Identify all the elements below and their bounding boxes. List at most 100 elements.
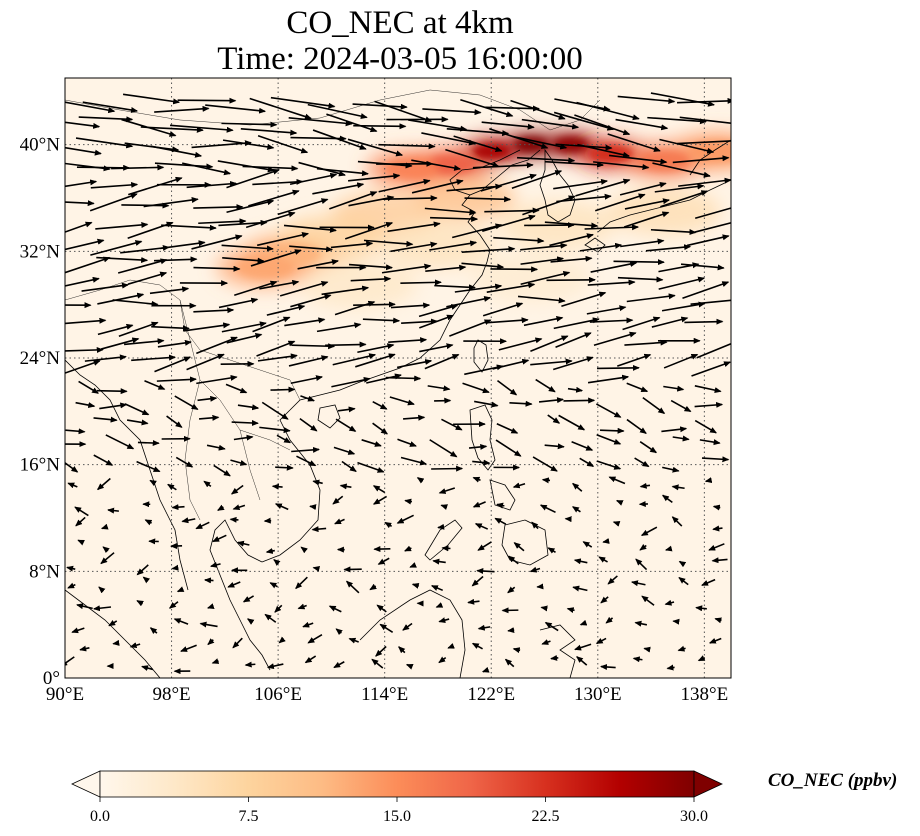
wind-arrow <box>90 181 139 189</box>
wind-arrow <box>221 244 274 252</box>
wind-arrow <box>183 322 231 332</box>
wind-arrow <box>567 386 584 393</box>
wind-arrow <box>471 575 484 587</box>
wind-arrow <box>345 580 360 594</box>
wind-arrow <box>154 105 210 113</box>
wind-arrow <box>593 331 637 346</box>
latitude-tick-label: 40°N <box>20 135 61 156</box>
wind-arrow <box>452 223 503 239</box>
plot-title-line-2: Time: 2024-03-05 16:00:00 <box>217 41 583 77</box>
wind-arrow <box>389 396 415 406</box>
wind-arrow <box>405 663 414 670</box>
wind-arrow <box>541 639 551 645</box>
wind-arrow <box>643 646 651 653</box>
wind-arrow <box>137 440 160 447</box>
wind-arrow <box>283 224 337 233</box>
wind-arrow <box>362 317 401 324</box>
longitude-tick-label: 90°E <box>46 684 84 705</box>
wind-arrow <box>226 332 263 344</box>
wind-arrow <box>93 454 114 466</box>
wind-arrow <box>701 456 730 463</box>
wind-arrow <box>217 160 275 173</box>
wind-arrow <box>425 264 467 273</box>
wind-arrow <box>651 316 689 328</box>
longitude-tick-label: 122°E <box>467 684 515 705</box>
wind-arrow <box>161 224 217 231</box>
wind-arrow <box>447 643 455 649</box>
wind-arrow <box>341 460 357 473</box>
wind-arrow <box>546 276 596 283</box>
wind-arrow <box>431 465 464 472</box>
wind-arrow <box>96 477 111 491</box>
wind-arrow <box>600 427 625 434</box>
wind-arrow <box>441 418 463 431</box>
wind-arrow <box>418 304 459 318</box>
wind-arrow <box>222 139 275 150</box>
wind-arrow <box>482 302 524 317</box>
wind-arrow <box>275 464 294 471</box>
wind-arrow <box>660 190 709 208</box>
wind-arrow <box>244 661 256 668</box>
wind-arrow <box>307 103 368 120</box>
wind-arrow <box>196 336 238 355</box>
wind-arrow <box>156 376 197 383</box>
wind-arrow <box>102 546 110 554</box>
wind-arrow <box>98 586 106 594</box>
wind-arrow <box>576 656 588 666</box>
wind-arrow <box>193 204 244 210</box>
wind-arrow <box>472 459 491 466</box>
wind-arrow <box>532 456 558 472</box>
wind-arrow <box>180 644 197 652</box>
wind-arrow <box>311 526 327 533</box>
wind-arrow <box>372 400 388 410</box>
wind-arrow <box>507 555 519 565</box>
wind-arrow <box>509 400 533 407</box>
wind-arrow <box>596 460 622 470</box>
wind-arrow <box>291 446 320 453</box>
wind-arrow <box>454 283 503 293</box>
wind-arrow <box>553 178 609 190</box>
wind-arrow <box>271 483 283 490</box>
latitude-tick-label: 24°N <box>20 348 61 369</box>
wind-arrow <box>316 322 362 333</box>
wind-arrow <box>143 197 199 208</box>
wind-arrow <box>572 585 588 592</box>
wind-arrow <box>169 124 234 133</box>
wind-arrow <box>321 285 370 296</box>
wind-arrow <box>265 547 275 554</box>
wind-arrow <box>571 506 581 513</box>
wind-arrow <box>334 518 345 525</box>
wind-arrow <box>704 477 713 484</box>
wind-arrow <box>422 108 482 116</box>
wind-arrow <box>471 642 483 650</box>
wind-arrow <box>230 484 244 495</box>
wind-arrow <box>403 414 426 421</box>
wind-arrow <box>257 353 298 362</box>
wind-arrow <box>366 373 402 384</box>
wind-arrow <box>278 636 286 644</box>
wind-arrow <box>203 577 214 584</box>
wind-arrow <box>377 557 390 565</box>
wind-arrow <box>512 647 521 654</box>
wind-arrow <box>686 234 730 247</box>
wind-arrow <box>300 546 308 554</box>
wind-arrow <box>547 547 556 554</box>
wind-arrow <box>617 95 676 105</box>
wind-arrow <box>400 456 428 466</box>
wind-arrow <box>149 627 158 635</box>
wind-arrow <box>232 504 246 511</box>
wind-arrow <box>326 113 378 133</box>
wind-arrow <box>510 99 566 120</box>
wind-arrow <box>118 321 159 338</box>
wind-arrow <box>126 419 149 426</box>
wind-arrow <box>212 534 227 543</box>
wind-arrow <box>434 284 476 291</box>
wind-arrow <box>678 577 689 586</box>
wind-arrow <box>563 397 596 404</box>
colorbar-tick-label: 0.0 <box>90 808 110 825</box>
wind-arrow <box>711 557 728 564</box>
wind-arrow <box>353 301 396 308</box>
wind-arrow <box>595 637 607 645</box>
wind-arrow <box>427 385 451 392</box>
wind-arrow <box>672 155 730 164</box>
